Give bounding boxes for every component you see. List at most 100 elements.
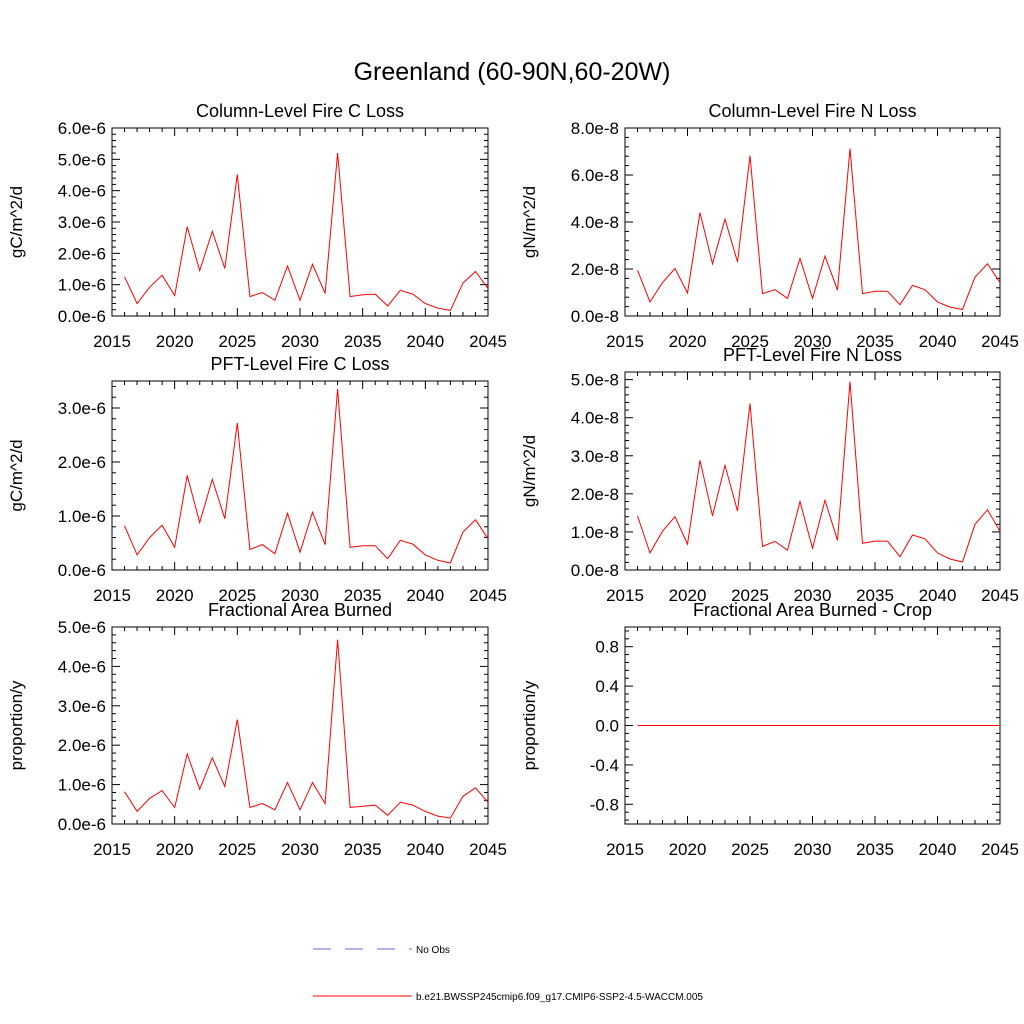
x-tick-label: 2020 xyxy=(156,586,194,605)
y-axis-label: proportion/y xyxy=(7,680,26,770)
x-tick-label: 2040 xyxy=(406,332,444,351)
x-tick-label: 2035 xyxy=(856,586,894,605)
y-tick-label: 2.0e-6 xyxy=(58,736,106,755)
y-tick-label: 0.0e-8 xyxy=(571,561,619,580)
panel-fractional-area-burned-crop: Fractional Area Burned - Crop proportion/… xyxy=(520,600,1019,859)
x-tick-label: 2015 xyxy=(93,840,131,859)
y-axis-label: gC/m^2/d xyxy=(7,186,26,258)
plot-frame xyxy=(111,127,489,317)
x-tick-label: 2045 xyxy=(469,586,507,605)
y-tick-label: 1.0e-6 xyxy=(58,507,106,526)
panel-pft-level-fire-c-loss: PFT-Level Fire C Loss gC/m^2/d 2015 2020 202… xyxy=(7,354,507,605)
x-tick-label: 2015 xyxy=(606,586,644,605)
panel-title: PFT-Level Fire C Loss xyxy=(210,354,389,374)
y-tick-label: 6.0e-6 xyxy=(58,119,106,138)
panel-fractional-area-burned: Fractional Area Burned proportion/y 2015 20… xyxy=(7,600,507,859)
x-tick-label: 2035 xyxy=(344,332,382,351)
legend: No Obs b.e21.BWSSP245cmip6.f09_g17.CMIP6… xyxy=(313,945,703,1003)
x-tick-label: 2040 xyxy=(406,586,444,605)
y-axis-label: proportion/y xyxy=(520,680,539,770)
panel-column-level-fire-c-loss: Column-Level Fire C Loss gC/m^2/d 2015 2020… xyxy=(7,101,507,351)
panel-title: Column-Level Fire N Loss xyxy=(708,101,916,121)
y-tick-label: 4.0e-6 xyxy=(58,182,106,201)
panel-title: PFT-Level Fire N Loss xyxy=(723,345,902,365)
panel-pft-level-fire-n-loss: PFT-Level Fire N Loss gN/m^2/d 2015 2020 202… xyxy=(520,345,1019,605)
y-tick-label: 4.0e-8 xyxy=(571,409,619,428)
x-tick-label: 2040 xyxy=(919,840,957,859)
y-tick-label: 3.0e-6 xyxy=(58,213,106,232)
panels-container: Column-Level Fire C Loss gC/m^2/d 2015 2020… xyxy=(7,101,1019,859)
panel-title: Fractional Area Burned - Crop xyxy=(693,600,932,620)
y-tick-label: 0.8 xyxy=(595,638,619,657)
y-tick-label: 1.0e-6 xyxy=(58,776,106,795)
x-tick-label: 2020 xyxy=(669,586,707,605)
x-tick-label: 2025 xyxy=(218,586,256,605)
x-tick-label: 2025 xyxy=(731,586,769,605)
y-tick-label: 3.0e-6 xyxy=(58,399,106,418)
x-tick-label: 2030 xyxy=(794,332,832,351)
series-line-b-e21-bwssp245cmip6-f09-g17-cmip6-ssp2-4-5-waccm-005 xyxy=(124,389,489,564)
y-tick-label: 0.4 xyxy=(595,677,619,696)
series-line-b-e21-bwssp245cmip6-f09-g17-cmip6-ssp2-4-5-waccm-005 xyxy=(637,148,1001,310)
y-axis-label: gC/m^2/d xyxy=(7,439,26,511)
plot-frame xyxy=(111,380,489,571)
x-tick-label: 2045 xyxy=(469,332,507,351)
y-tick-label: 3.0e-6 xyxy=(58,697,106,716)
y-tick-label: 0.0e-8 xyxy=(571,307,619,326)
panel-column-level-fire-n-loss: Column-Level Fire N Loss gN/m^2/d 2015 2020… xyxy=(520,101,1019,351)
x-tick-label: 2020 xyxy=(669,332,707,351)
x-tick-label: 2035 xyxy=(856,840,894,859)
plot-frame xyxy=(624,127,1001,317)
x-tick-label: 2040 xyxy=(919,332,957,351)
y-tick-label: 2.0e-6 xyxy=(58,453,106,472)
y-tick-label: 2.0e-6 xyxy=(58,244,106,263)
x-tick-label: 2035 xyxy=(344,840,382,859)
legend-label-model-run: b.e21.BWSSP245cmip6.f09_g17.CMIP6-SSP2-4… xyxy=(416,992,703,1003)
y-tick-label: 5.0e-6 xyxy=(58,618,106,637)
y-tick-label: 2.0e-8 xyxy=(571,485,619,504)
x-tick-label: 2015 xyxy=(606,840,644,859)
y-tick-label: 5.0e-8 xyxy=(571,371,619,390)
y-tick-label: 4.0e-6 xyxy=(58,657,106,676)
x-tick-label: 2015 xyxy=(606,332,644,351)
y-tick-label: 6.0e-8 xyxy=(571,166,619,185)
y-tick-label: -0.4 xyxy=(590,756,619,775)
panel-title: Fractional Area Burned xyxy=(208,600,392,620)
y-tick-label: 8.0e-8 xyxy=(571,119,619,138)
x-tick-label: 2040 xyxy=(919,586,957,605)
y-tick-label: 2.0e-8 xyxy=(571,260,619,279)
x-tick-label: 2035 xyxy=(344,586,382,605)
y-tick-label: -0.8 xyxy=(590,795,619,814)
y-tick-label: 1.0e-8 xyxy=(571,523,619,542)
x-tick-label: 2020 xyxy=(156,840,194,859)
x-tick-label: 2020 xyxy=(156,332,194,351)
y-tick-label: 0.0e-6 xyxy=(58,561,106,580)
x-tick-label: 2045 xyxy=(469,840,507,859)
x-tick-label: 2015 xyxy=(93,586,131,605)
x-tick-label: 2035 xyxy=(856,332,894,351)
x-tick-label: 2025 xyxy=(731,840,769,859)
y-tick-label: 0.0e-6 xyxy=(58,815,106,834)
series-line-b-e21-bwssp245cmip6-f09-g17-cmip6-ssp2-4-5-waccm-005 xyxy=(124,639,489,819)
y-tick-label: 4.0e-8 xyxy=(571,213,619,232)
x-tick-label: 2045 xyxy=(981,840,1019,859)
x-tick-label: 2045 xyxy=(981,332,1019,351)
figure-title: Greenland (60-90N,60-20W) xyxy=(354,58,671,86)
x-tick-label: 2045 xyxy=(981,586,1019,605)
x-tick-label: 2015 xyxy=(93,332,131,351)
x-tick-label: 2025 xyxy=(731,332,769,351)
x-tick-label: 2025 xyxy=(218,840,256,859)
y-axis-label: gN/m^2/d xyxy=(520,186,539,258)
x-tick-label: 2030 xyxy=(281,840,319,859)
plot-frame xyxy=(111,626,489,825)
y-tick-label: 0.0 xyxy=(595,717,619,736)
y-tick-label: 1.0e-6 xyxy=(58,276,106,295)
y-tick-label: 0.0e-6 xyxy=(58,307,106,326)
y-tick-label: 3.0e-8 xyxy=(571,447,619,466)
x-tick-label: 2030 xyxy=(281,332,319,351)
x-tick-label: 2020 xyxy=(669,840,707,859)
plot-frame xyxy=(624,371,1001,571)
series-line-b-e21-bwssp245cmip6-f09-g17-cmip6-ssp2-4-5-waccm-005 xyxy=(124,153,489,311)
series-line-b-e21-bwssp245cmip6-f09-g17-cmip6-ssp2-4-5-waccm-005 xyxy=(637,381,1001,563)
